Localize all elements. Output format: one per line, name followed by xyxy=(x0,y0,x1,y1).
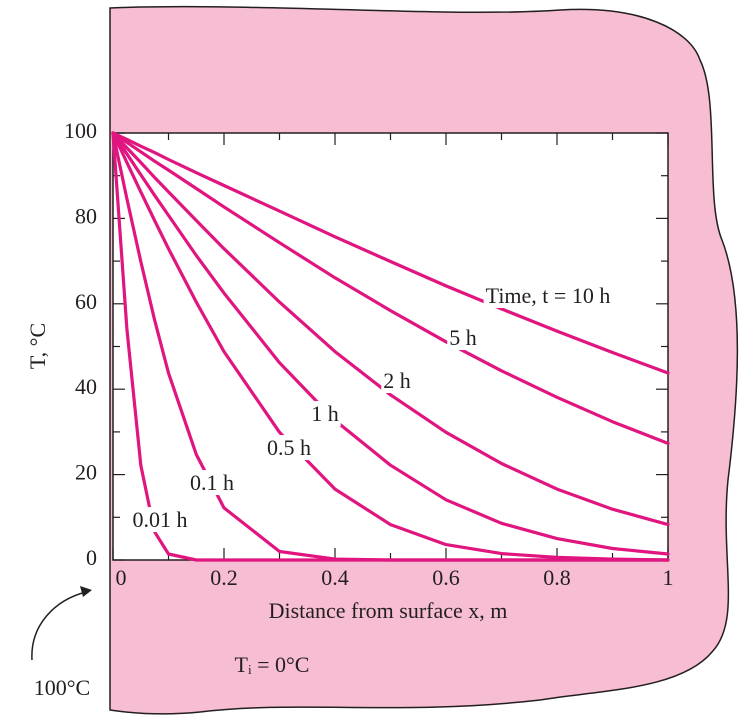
curve-label: 0.01 h xyxy=(133,507,188,532)
curve-label: 0.5 h xyxy=(267,435,311,460)
y-tick-label: 80 xyxy=(75,203,97,228)
y-tick-label: 20 xyxy=(75,460,97,485)
x-tick-label: 0 xyxy=(116,565,127,590)
curve xyxy=(111,131,670,445)
curve-label-background xyxy=(130,507,190,533)
x-tick-label: 0.6 xyxy=(432,565,460,590)
arrow xyxy=(31,591,87,661)
curve xyxy=(111,131,670,562)
y-tick-label: 0 xyxy=(86,545,97,570)
surface-temperature: 100°C xyxy=(34,675,90,700)
x-tick-label: 0.4 xyxy=(321,565,349,590)
curve xyxy=(111,131,670,375)
curve-label-background xyxy=(381,368,413,394)
curve-label-background xyxy=(447,325,479,351)
initial-temperature: Tᵢ = 0°C xyxy=(235,652,310,677)
x-tick-label: 0.2 xyxy=(210,565,238,590)
x-axis-label: Distance from surface x, m xyxy=(269,598,508,623)
curve xyxy=(111,131,670,527)
y-tick-label: 40 xyxy=(75,374,97,399)
arrow-head xyxy=(80,586,92,597)
y-axis-label: T, °C xyxy=(25,323,50,369)
curve-label: 5 h xyxy=(449,325,477,350)
curve xyxy=(111,131,670,556)
curve-label-background xyxy=(188,470,236,496)
y-tick-label: 100 xyxy=(64,118,97,143)
curve-label: Time, t = 10 h xyxy=(486,283,611,308)
plot-area xyxy=(112,132,669,561)
curve xyxy=(111,131,670,562)
curve-label-background xyxy=(309,401,341,427)
y-tick-label: 60 xyxy=(75,289,97,314)
curve-label: 0.1 h xyxy=(190,470,234,495)
curve-label-background xyxy=(265,435,313,461)
x-tick-label: 0.8 xyxy=(543,565,571,590)
x-tick-label: 1 xyxy=(663,565,674,590)
curve-label: 1 h xyxy=(311,401,339,426)
plot: 0 20 40 60 80 100 0 0.2 0.4 0.6 0.8 1 Time, t = 10 h… xyxy=(64,118,674,590)
curve-label: 2 h xyxy=(383,368,411,393)
curve-label-background xyxy=(483,283,613,309)
